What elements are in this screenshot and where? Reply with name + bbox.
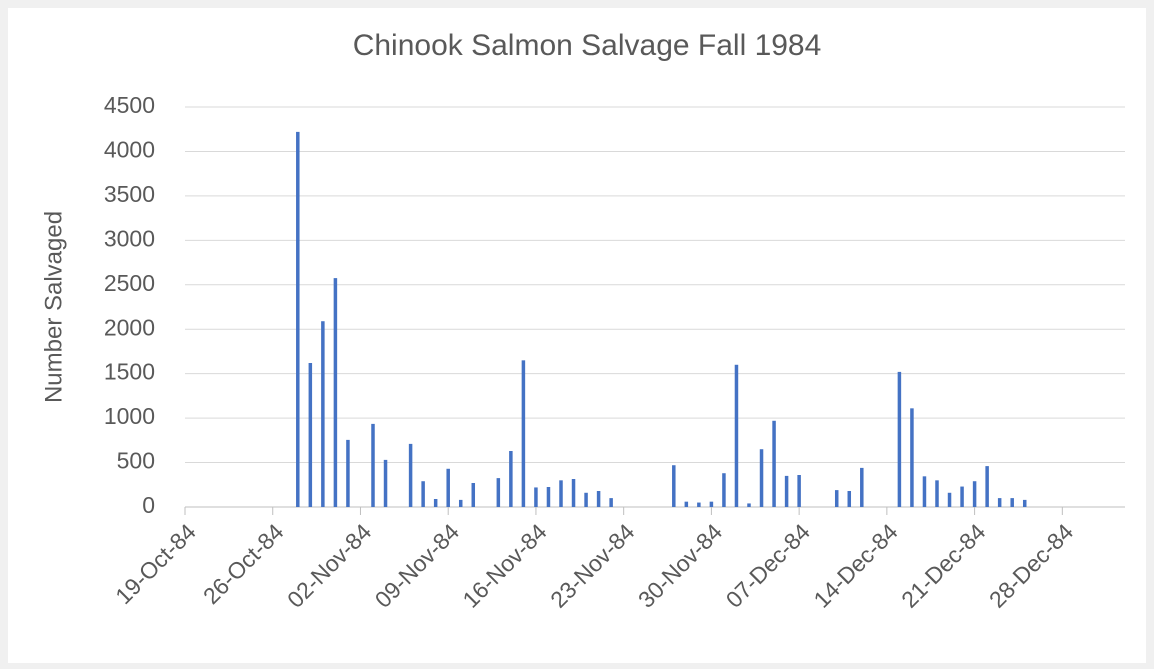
bar	[722, 473, 726, 507]
bar	[383, 459, 388, 507]
bar	[997, 498, 1002, 507]
bar	[947, 492, 952, 507]
bar	[709, 501, 714, 507]
bar	[759, 449, 764, 507]
bar	[571, 479, 576, 507]
bar	[496, 478, 501, 507]
y-tick-label: 4500	[104, 92, 155, 118]
bar	[922, 476, 927, 507]
bar	[346, 439, 350, 507]
bar	[433, 499, 438, 507]
bar	[584, 492, 588, 507]
bar	[684, 501, 689, 507]
bar	[747, 503, 751, 507]
bar	[697, 502, 701, 507]
y-axis-label: Number Salvaged	[40, 211, 67, 403]
bar	[910, 408, 914, 507]
bar	[897, 371, 902, 507]
bar	[458, 499, 463, 507]
bar	[1010, 498, 1014, 507]
bar	[797, 475, 801, 507]
bar	[609, 498, 613, 507]
bar	[772, 420, 776, 507]
y-tick-label: 2500	[104, 270, 155, 296]
chart-title: Chinook Salmon Salvage Fall 1984	[353, 29, 822, 62]
bar	[509, 451, 513, 507]
bar	[834, 490, 839, 507]
chart-background	[8, 8, 1146, 663]
bar	[471, 483, 476, 507]
bar	[860, 467, 864, 507]
bar	[985, 466, 989, 507]
bar	[672, 465, 676, 507]
bar	[321, 321, 325, 507]
y-tick-label: 1500	[104, 359, 155, 385]
bar	[421, 481, 425, 507]
bar	[960, 486, 964, 507]
bar	[308, 363, 313, 507]
bar	[446, 468, 450, 507]
y-tick-label: 500	[117, 448, 155, 474]
bar	[847, 491, 852, 507]
bar	[596, 491, 601, 507]
bar	[521, 360, 526, 507]
bar	[559, 480, 563, 507]
y-tick-label: 1000	[104, 403, 155, 429]
bar	[546, 487, 551, 507]
bar	[734, 364, 739, 507]
bar	[972, 481, 977, 507]
bar	[296, 131, 300, 507]
bar	[935, 480, 939, 507]
bar	[1022, 499, 1027, 507]
y-tick-label: 3500	[104, 181, 155, 207]
y-tick-label: 4000	[104, 137, 155, 163]
y-tick-label: 2000	[104, 314, 155, 340]
y-tick-label: 0	[142, 492, 155, 518]
bar	[371, 423, 375, 507]
bar	[333, 278, 338, 507]
bar	[534, 487, 538, 507]
bar	[784, 475, 789, 507]
y-tick-label: 3000	[104, 225, 155, 251]
bar	[408, 443, 413, 507]
